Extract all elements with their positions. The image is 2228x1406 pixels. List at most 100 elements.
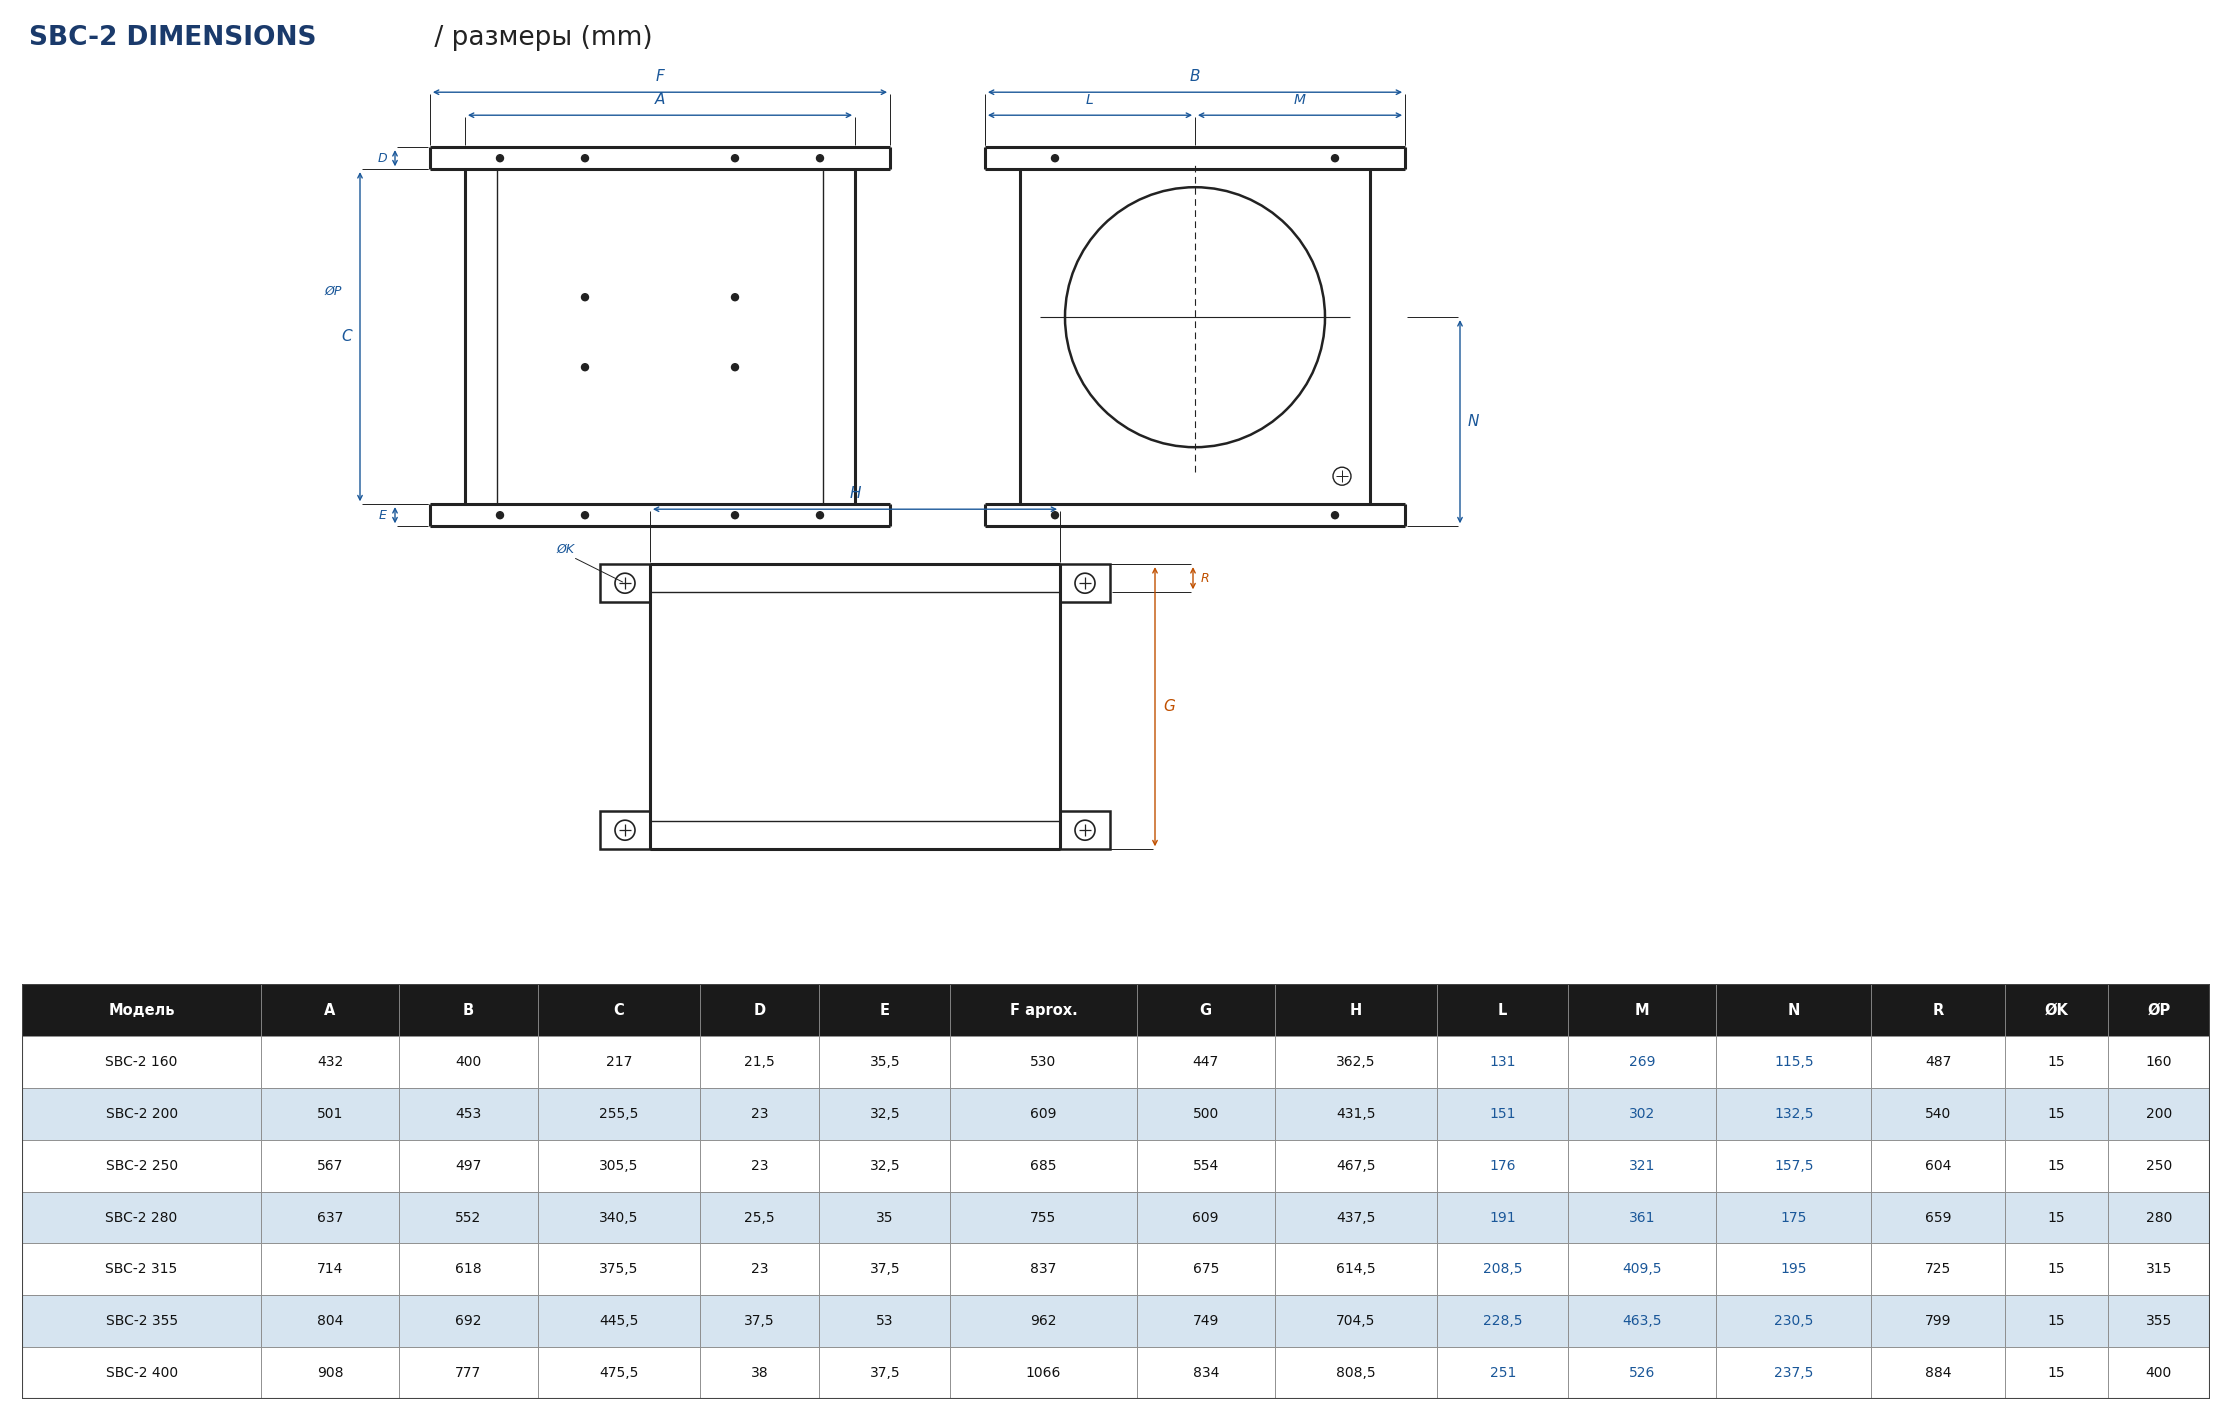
Text: 834: 834: [1192, 1367, 1219, 1381]
Text: 21,5: 21,5: [744, 1054, 775, 1069]
Text: SBC-2 250: SBC-2 250: [105, 1159, 178, 1173]
Bar: [700, 1140, 820, 1191]
Text: 361: 361: [1629, 1211, 1655, 1225]
Text: 35,5: 35,5: [869, 1054, 900, 1069]
Bar: [537, 1191, 700, 1243]
Bar: [1716, 1140, 1872, 1191]
Text: 157,5: 157,5: [1773, 1159, 1814, 1173]
Text: 132,5: 132,5: [1773, 1107, 1814, 1121]
Text: 431,5: 431,5: [1337, 1107, 1375, 1121]
Bar: [700, 1088, 820, 1140]
Bar: [261, 984, 399, 1036]
Bar: [1437, 1191, 1569, 1243]
Bar: [537, 1140, 700, 1191]
Text: A: A: [325, 1002, 336, 1018]
Bar: [1872, 1088, 2005, 1140]
Bar: [1872, 1191, 2005, 1243]
Bar: [399, 1295, 537, 1347]
Circle shape: [1052, 155, 1058, 162]
Text: 530: 530: [1029, 1054, 1056, 1069]
Text: 467,5: 467,5: [1337, 1159, 1375, 1173]
Text: M: M: [1294, 93, 1306, 107]
Text: 487: 487: [1925, 1054, 1952, 1069]
Circle shape: [1332, 512, 1339, 519]
Text: 362,5: 362,5: [1337, 1054, 1375, 1069]
Bar: [820, 984, 951, 1036]
Bar: [1437, 1295, 1569, 1347]
Text: C: C: [341, 329, 352, 344]
Bar: [2005, 1347, 2108, 1399]
Text: 453: 453: [455, 1107, 481, 1121]
Text: 659: 659: [1925, 1211, 1952, 1225]
Text: 618: 618: [455, 1263, 481, 1277]
Text: 228,5: 228,5: [1484, 1315, 1522, 1329]
Bar: [1136, 1140, 1274, 1191]
Bar: [22, 984, 261, 1036]
Bar: [1716, 1347, 1872, 1399]
Bar: [399, 1191, 537, 1243]
Text: 15: 15: [2048, 1211, 2065, 1225]
Bar: [1872, 984, 2005, 1036]
Bar: [2108, 1140, 2210, 1191]
Bar: [820, 1295, 951, 1347]
Text: 200: 200: [2146, 1107, 2172, 1121]
Text: 269: 269: [1629, 1054, 1655, 1069]
Text: 704,5: 704,5: [1337, 1315, 1375, 1329]
Bar: [22, 1243, 261, 1295]
Text: 53: 53: [876, 1315, 893, 1329]
Text: 749: 749: [1192, 1315, 1219, 1329]
Bar: [820, 1036, 951, 1088]
Text: 208,5: 208,5: [1484, 1263, 1522, 1277]
Bar: [22, 1347, 261, 1399]
Text: 609: 609: [1029, 1107, 1056, 1121]
Text: E: E: [880, 1002, 889, 1018]
Bar: [1136, 1243, 1274, 1295]
Text: 526: 526: [1629, 1367, 1655, 1381]
Bar: [399, 984, 537, 1036]
Bar: [1872, 1036, 2005, 1088]
Bar: [22, 1088, 261, 1140]
Bar: [700, 1191, 820, 1243]
Bar: [1136, 1295, 1274, 1347]
Bar: [2005, 1088, 2108, 1140]
Bar: [700, 984, 820, 1036]
Text: L: L: [1497, 1002, 1508, 1018]
Bar: [1716, 1088, 1872, 1140]
Bar: [1872, 1295, 2005, 1347]
Bar: [2108, 1295, 2210, 1347]
Text: 255,5: 255,5: [599, 1107, 639, 1121]
Bar: [2005, 1295, 2108, 1347]
Text: 501: 501: [316, 1107, 343, 1121]
Text: 804: 804: [316, 1315, 343, 1329]
Bar: [1136, 1088, 1274, 1140]
Bar: [700, 1243, 820, 1295]
Text: 755: 755: [1029, 1211, 1056, 1225]
Text: 725: 725: [1925, 1263, 1952, 1277]
Text: 437,5: 437,5: [1337, 1211, 1375, 1225]
Text: H: H: [849, 486, 860, 501]
Bar: [820, 1243, 951, 1295]
Bar: [951, 1191, 1136, 1243]
Bar: [951, 1295, 1136, 1347]
Text: 302: 302: [1629, 1107, 1655, 1121]
Circle shape: [1052, 512, 1058, 519]
Bar: [399, 1140, 537, 1191]
Bar: [261, 1191, 399, 1243]
Bar: [700, 1295, 820, 1347]
Text: 475,5: 475,5: [599, 1367, 639, 1381]
Text: 540: 540: [1925, 1107, 1952, 1121]
Circle shape: [1332, 155, 1339, 162]
Text: 115,5: 115,5: [1773, 1054, 1814, 1069]
Bar: [1569, 1191, 1716, 1243]
Bar: [820, 1140, 951, 1191]
Bar: [537, 1295, 700, 1347]
Text: 237,5: 237,5: [1773, 1367, 1814, 1381]
Bar: [1569, 1036, 1716, 1088]
Text: 400: 400: [2146, 1367, 2172, 1381]
Text: 191: 191: [1491, 1211, 1515, 1225]
Text: 35: 35: [876, 1211, 893, 1225]
Text: 37,5: 37,5: [869, 1263, 900, 1277]
Text: R: R: [1201, 572, 1210, 585]
Bar: [261, 1347, 399, 1399]
Text: F: F: [655, 69, 664, 84]
